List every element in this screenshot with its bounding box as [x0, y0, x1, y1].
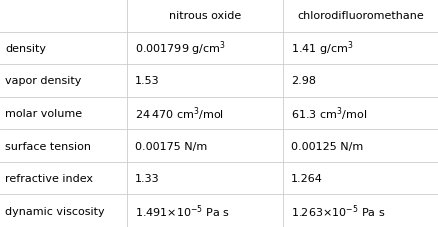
- Text: 1.33: 1.33: [135, 173, 159, 183]
- Text: 0.00125 N/m: 0.00125 N/m: [290, 141, 363, 151]
- Text: 61.3 cm$^3$/mol: 61.3 cm$^3$/mol: [290, 105, 366, 122]
- Text: 0.00175 N/m: 0.00175 N/m: [135, 141, 207, 151]
- Text: 1.41 g/cm$^3$: 1.41 g/cm$^3$: [290, 39, 353, 58]
- Text: nitrous oxide: nitrous oxide: [169, 11, 241, 21]
- Text: refractive index: refractive index: [5, 173, 93, 183]
- Text: chlorodifluoromethane: chlorodifluoromethane: [297, 11, 424, 21]
- Text: surface tension: surface tension: [5, 141, 91, 151]
- Text: 1.53: 1.53: [135, 76, 159, 86]
- Text: 2.98: 2.98: [290, 76, 315, 86]
- Text: 1.263×10$^{-5}$ Pa s: 1.263×10$^{-5}$ Pa s: [290, 202, 385, 219]
- Text: molar volume: molar volume: [5, 109, 82, 118]
- Text: 0.001799 g/cm$^3$: 0.001799 g/cm$^3$: [135, 39, 226, 58]
- Text: 1.491×10$^{-5}$ Pa s: 1.491×10$^{-5}$ Pa s: [135, 202, 230, 219]
- Text: 1.264: 1.264: [290, 173, 322, 183]
- Text: 24 470 cm$^3$/mol: 24 470 cm$^3$/mol: [135, 105, 224, 122]
- Text: vapor density: vapor density: [5, 76, 81, 86]
- Text: dynamic viscosity: dynamic viscosity: [5, 206, 105, 216]
- Text: density: density: [5, 44, 46, 54]
